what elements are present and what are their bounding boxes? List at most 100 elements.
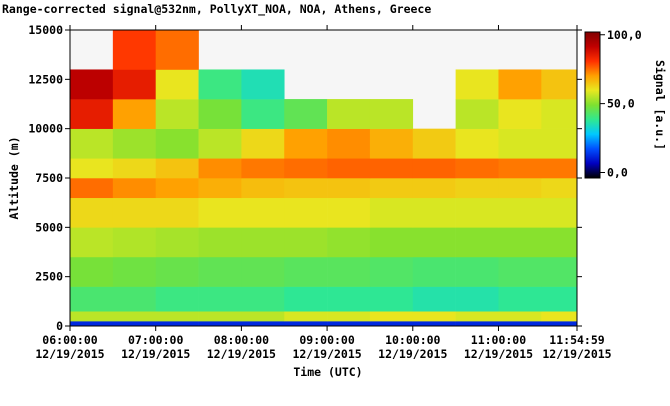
x-tick-label: 11:00:00 [471,333,526,347]
heatmap-cell [369,311,414,322]
heatmap-cell [498,197,542,228]
heatmap-cell [541,158,578,179]
heatmap-cell [455,311,499,322]
heatmap-cell [155,311,199,322]
heatmap-cell [284,311,328,322]
heatmap-cell [327,311,371,322]
y-tick-label: 7500 [35,171,63,185]
heatmap-cell [455,256,499,287]
heatmap-cell [112,30,156,70]
heatmap-cell [369,128,414,159]
heatmap-cell [498,311,542,322]
heatmap-cell [284,178,328,199]
heatmap-cell [284,321,328,327]
heatmap-cell [241,286,285,312]
heatmap-cell [112,197,156,228]
heatmap-cell [498,128,542,159]
heatmap-cell [70,227,114,258]
heatmap-cell [112,311,156,322]
heatmap-cell [541,69,578,100]
heatmap-cell [541,256,578,287]
heatmap-cell [198,99,242,129]
chart-title: Range-corrected signal@532nm, PollyXT_NO… [2,2,431,17]
heatmap-cell [455,178,499,199]
heatmap-cell [155,178,199,199]
heatmap-cell [155,321,199,327]
x-tick-label: 09:00:00 [299,333,354,347]
heatmap-cell [112,256,156,287]
heatmap-cell [284,158,328,179]
x-tick-label: 08:00:00 [214,333,269,347]
heatmap-cell [498,227,542,258]
heatmap-cell [198,128,242,159]
heatmap-cell [541,99,578,129]
heatmap-cell [369,197,414,228]
colorbar-tick-label: 0,0 [607,165,628,179]
heatmap-cell [369,158,414,179]
heatmap-cell [241,197,285,228]
y-tick-label: 5000 [35,220,63,234]
heatmap-cell [541,286,578,312]
heatmap-cell [541,197,578,228]
heatmap-cell [112,227,156,258]
heatmap-cell [155,158,199,179]
colorbar-tick-label: 100,0 [607,28,642,42]
heatmap-cell [70,311,114,322]
heatmap-cell [155,286,199,312]
y-axis-label: Altitude (m) [7,136,21,219]
heatmap-cell [155,227,199,258]
heatmap-cell [369,227,414,258]
heatmap-cell [284,286,328,312]
heatmap-cell [155,30,199,70]
heatmap-cell [198,321,242,327]
heatmap-cell [327,286,371,312]
heatmap-cell [327,321,371,327]
heatmap-cell [70,286,114,312]
heatmap-cell [455,158,499,179]
heatmap-cell [155,197,199,228]
x-tick-label: 06:00:00 [42,333,97,347]
heatmap-cell [498,286,542,312]
heatmap-cell [241,256,285,287]
heatmap-cell [455,197,499,228]
heatmap-cell [112,286,156,312]
heatmap-cell [369,178,414,199]
heatmap-cell [198,256,242,287]
heatmap-cell [241,321,285,327]
heatmap-cell [198,286,242,312]
heatmap-cell [241,128,285,159]
heatmap-cell [369,256,414,287]
heatmap-cell [369,321,414,327]
heatmap-cell [455,69,499,100]
heatmap-cell [155,256,199,287]
heatmap-cell [412,197,456,228]
heatmap-cell [455,286,499,312]
x-axis-label: Time (UTC) [293,365,362,379]
heatmap-cell [412,311,456,322]
heatmap-cell [455,321,499,327]
heatmap-cell [369,99,414,129]
x-tick-label: 11:54:59 [549,333,604,347]
heatmap-cell [155,128,199,159]
heatmap-cell [498,256,542,287]
heatmap-cell [198,178,242,199]
x-tick-date: 12/19/2015 [35,347,104,361]
heatmap-cell [455,227,499,258]
y-tick-label: 15000 [28,23,63,37]
heatmap-cell [327,99,371,129]
heatmap-cell [412,256,456,287]
y-tick-label: 12500 [28,72,63,86]
x-tick-label: 10:00:00 [385,333,440,347]
heatmap-cell [327,128,371,159]
heatmap-cell [498,158,542,179]
heatmap-cell [198,311,242,322]
heatmap-cell [541,128,578,159]
x-tick-date: 12/19/2015 [121,347,190,361]
heatmap-cell [455,128,499,159]
colorbar-label: Signal [a.u.] [653,60,667,150]
heatmap-cell [498,99,542,129]
heatmap-cell [198,69,242,100]
x-tick-date: 12/19/2015 [207,347,276,361]
heatmap-cell [112,99,156,129]
